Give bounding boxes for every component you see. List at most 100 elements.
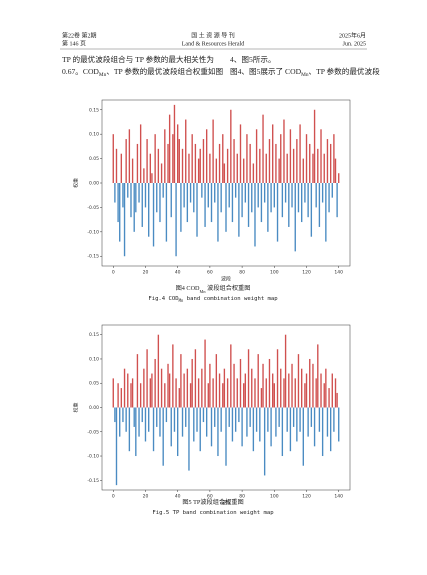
- bar: [214, 183, 216, 203]
- bar: [254, 183, 256, 247]
- bar: [135, 407, 137, 457]
- bar: [281, 407, 284, 457]
- bar: [181, 407, 184, 437]
- bar: [202, 139, 205, 183]
- bar: [205, 129, 208, 183]
- bar: [255, 129, 258, 183]
- x-axis-label: 波段: [221, 500, 231, 507]
- bar: [210, 407, 213, 447]
- y-tick-label: -0.05: [87, 429, 99, 435]
- subscript: Mn: [301, 72, 309, 78]
- bar: [283, 378, 285, 408]
- bar: [177, 124, 179, 183]
- bar: [196, 183, 198, 237]
- bar: [189, 183, 192, 203]
- bar: [160, 368, 163, 408]
- bar: [278, 407, 280, 427]
- bar: [257, 354, 259, 408]
- bar: [246, 134, 248, 183]
- subscript: Mn: [99, 72, 107, 78]
- bar: [222, 134, 224, 183]
- bar: [141, 407, 143, 423]
- bar: [231, 183, 234, 223]
- bar: [236, 378, 238, 408]
- bar: [218, 143, 221, 183]
- bar: [302, 158, 304, 183]
- bar: [193, 407, 195, 442]
- bar: [148, 183, 150, 237]
- bar: [275, 143, 277, 183]
- figure-caption-en: Fig.5 TP band combination weight map: [152, 510, 274, 516]
- text-run: 图4 COD: [176, 285, 200, 292]
- bar: [252, 163, 255, 183]
- body-line: 图4、图5展示了 CODMn、TP 参数的最优波段: [230, 66, 380, 78]
- bar: [299, 407, 301, 432]
- bar: [320, 373, 322, 408]
- x-tick-label: 60: [207, 270, 213, 276]
- bar: [193, 183, 195, 213]
- bar: [284, 334, 287, 408]
- bar: [280, 134, 282, 183]
- bar: [188, 153, 190, 183]
- bar: [138, 407, 140, 437]
- bar: [260, 183, 263, 223]
- x-tick-label: 40: [175, 270, 181, 276]
- text-run: 0.67。COD: [62, 67, 99, 76]
- bar: [336, 183, 338, 218]
- text-run: 、TP 参数的最优波段: [308, 66, 380, 76]
- bar: [130, 383, 132, 408]
- bar: [204, 183, 206, 227]
- bar: [177, 407, 179, 457]
- bar: [318, 183, 321, 227]
- header-right: 2025年6月: [339, 31, 366, 39]
- bar: [241, 407, 243, 447]
- bar: [267, 407, 269, 432]
- bar: [135, 183, 137, 213]
- bar: [144, 183, 147, 208]
- bar: [276, 183, 279, 242]
- bar: [157, 148, 160, 183]
- bar: [228, 407, 230, 427]
- bar: [265, 153, 267, 183]
- bar: [180, 354, 182, 408]
- bar: [321, 407, 324, 457]
- bar: [139, 383, 142, 408]
- bar: [302, 407, 304, 466]
- bar: [114, 407, 116, 423]
- bar: [223, 368, 226, 408]
- bar: [183, 183, 185, 208]
- bar: [115, 407, 118, 486]
- bar: [304, 183, 306, 203]
- header-center: Land & Resources Herald: [182, 41, 244, 47]
- bar: [301, 183, 303, 223]
- bar: [270, 407, 272, 447]
- bar: [159, 407, 161, 437]
- bar: [217, 407, 219, 457]
- bar: [139, 124, 142, 183]
- bar: [299, 124, 301, 183]
- x-axis-label: 波段: [221, 276, 231, 283]
- bar: [136, 143, 139, 183]
- bar: [125, 139, 127, 183]
- bar: [268, 139, 271, 183]
- bar: [201, 368, 203, 408]
- bar: [162, 183, 164, 198]
- bar: [222, 383, 224, 408]
- bar: [151, 173, 153, 183]
- bar: [272, 373, 274, 408]
- bar: [317, 148, 319, 183]
- bar: [217, 183, 219, 242]
- bar: [186, 368, 189, 408]
- bar: [230, 344, 232, 408]
- bar: [191, 358, 193, 408]
- header-center: 国 土 资 源 导 刊: [191, 31, 235, 39]
- bar: [318, 407, 321, 432]
- bar: [260, 388, 263, 408]
- bar: [234, 183, 237, 198]
- bar: [156, 183, 158, 213]
- bar: [205, 407, 208, 437]
- bar: [310, 407, 313, 427]
- bar: [296, 139, 298, 183]
- header-left: 第22卷 第2期: [62, 31, 97, 39]
- bar: [207, 383, 209, 408]
